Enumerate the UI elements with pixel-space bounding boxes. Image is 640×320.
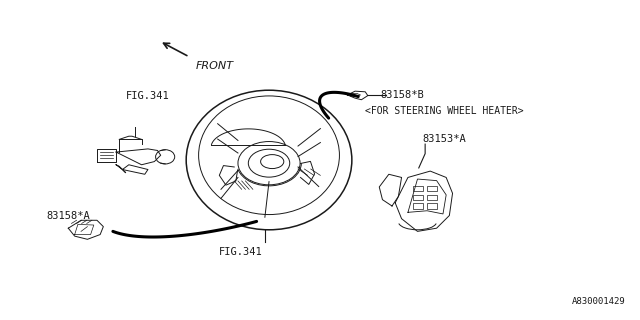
Text: 83158*A: 83158*A [46, 211, 90, 220]
Text: A830001429: A830001429 [572, 297, 626, 306]
Text: FIG.341: FIG.341 [218, 247, 262, 257]
Text: <FOR STEERING WHEEL HEATER>: <FOR STEERING WHEEL HEATER> [365, 106, 524, 116]
Text: FIG.341: FIG.341 [125, 91, 170, 101]
Text: FRONT: FRONT [196, 61, 234, 71]
Text: 83153*A: 83153*A [422, 134, 466, 144]
Text: 83158*B: 83158*B [381, 90, 424, 100]
